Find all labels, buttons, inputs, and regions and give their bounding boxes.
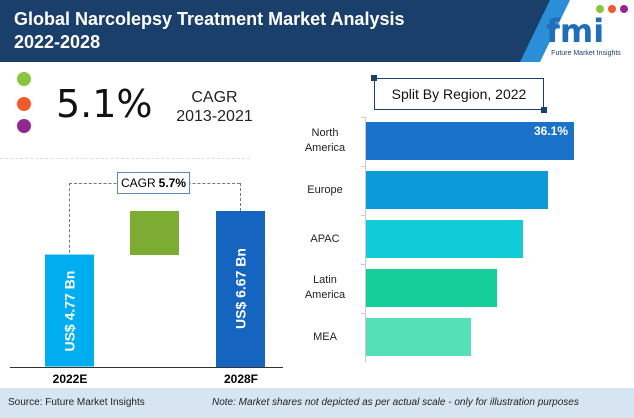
region-category-label: Latin America bbox=[290, 273, 360, 303]
axis-tick bbox=[361, 215, 366, 216]
title-line-1: Global Narcolepsy Treatment Market Analy… bbox=[14, 9, 405, 29]
cagr-label: CAGR 2013-2021 bbox=[172, 88, 257, 126]
category-line: APAC bbox=[310, 232, 340, 245]
region-category-label: APAC bbox=[290, 232, 360, 247]
region-bar bbox=[366, 122, 574, 160]
region-axis bbox=[365, 118, 366, 362]
cagr-annotation-value: 5.7% bbox=[158, 176, 187, 190]
section-divider bbox=[0, 158, 250, 159]
axis-tick bbox=[361, 166, 366, 167]
region-chart-title-text: Split By Region, 2022 bbox=[391, 86, 527, 102]
green-dot-icon bbox=[17, 72, 31, 86]
region-bar bbox=[366, 171, 549, 209]
category-line: Latin bbox=[313, 274, 337, 286]
x-category-label: 2022E bbox=[52, 372, 88, 386]
cagr-label-text: CAGR bbox=[191, 89, 238, 106]
category-line: America bbox=[304, 289, 346, 301]
region-bar-label: 36.1% bbox=[533, 124, 568, 138]
cagr-annotation-label: CAGR bbox=[120, 176, 156, 190]
axis-tick bbox=[361, 264, 366, 265]
category-line: America bbox=[304, 142, 346, 154]
cagr-period: 2013-2021 bbox=[176, 108, 253, 125]
region-chart-title: Split By Region, 2022 bbox=[374, 78, 544, 110]
category-line: Europe bbox=[307, 183, 343, 196]
corner-marker bbox=[541, 107, 547, 113]
axis-tick bbox=[361, 313, 366, 314]
x-category-label: 2028F bbox=[223, 372, 259, 386]
bar-value-label: US$ 4.77 Bn bbox=[61, 270, 78, 352]
header-background bbox=[0, 0, 560, 62]
corner-marker bbox=[371, 75, 377, 81]
region-bar bbox=[366, 269, 497, 307]
cagr-value: 5.1% bbox=[56, 82, 153, 126]
growth-increment-bar bbox=[130, 211, 179, 256]
page-title: Global Narcolepsy Treatment Market Analy… bbox=[14, 8, 404, 54]
region-bar bbox=[366, 220, 523, 258]
axis-tick bbox=[361, 117, 366, 118]
orange-dot-icon bbox=[17, 97, 31, 111]
title-line-2: 2022-2028 bbox=[14, 32, 101, 52]
svg-text:fmi: fmi bbox=[546, 12, 604, 46]
footer-bar bbox=[0, 388, 634, 418]
category-line: MEA bbox=[313, 330, 337, 343]
source-text: Source: Future Market Insights bbox=[8, 397, 145, 408]
logo-caption: Future Market Insights bbox=[551, 50, 621, 57]
market-size-bar: US$ 6.67 Bn bbox=[216, 211, 265, 367]
region-category-label: North America bbox=[290, 126, 360, 156]
region-category-label: MEA bbox=[290, 330, 360, 345]
purple-dot-icon bbox=[17, 119, 31, 133]
market-size-bar: US$ 4.77 Bn bbox=[45, 255, 94, 367]
bar-value-label: US$ 6.67 Bn bbox=[232, 248, 249, 330]
cagr-annotation: CAGR 5.7% bbox=[117, 172, 190, 194]
region-bar bbox=[366, 318, 471, 356]
footnote-text: Note: Market shares not depicted as per … bbox=[212, 397, 579, 408]
category-line: North bbox=[311, 127, 339, 139]
cagr-connector-right bbox=[240, 183, 241, 211]
fmi-logo: fmi bbox=[546, 5, 628, 46]
region-category-label: Europe bbox=[290, 183, 360, 198]
x-axis-baseline bbox=[10, 367, 283, 368]
